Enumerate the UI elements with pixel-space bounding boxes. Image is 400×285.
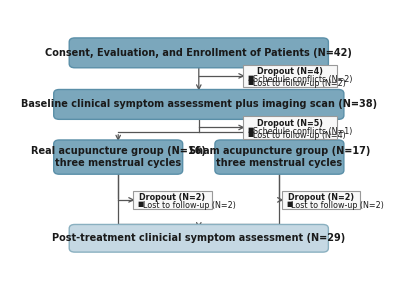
Text: Baseline clinical symptom assessment plus imaging scan (N=38): Baseline clinical symptom assessment plu… xyxy=(21,99,377,109)
Text: ■: ■ xyxy=(286,201,293,207)
Text: Dropout (N=2): Dropout (N=2) xyxy=(139,194,206,202)
Text: Real acupuncture group (N=16)
three menstrual cycles: Real acupuncture group (N=16) three mens… xyxy=(31,146,206,168)
FancyBboxPatch shape xyxy=(282,191,360,209)
FancyBboxPatch shape xyxy=(243,116,337,139)
FancyBboxPatch shape xyxy=(69,225,328,252)
Text: Lost to follow-up (N=2): Lost to follow-up (N=2) xyxy=(252,79,346,88)
Text: ■: ■ xyxy=(248,127,254,133)
FancyBboxPatch shape xyxy=(69,38,328,68)
FancyBboxPatch shape xyxy=(54,89,344,119)
Text: Lost to follow-up (N=2): Lost to follow-up (N=2) xyxy=(142,201,236,210)
Text: Dropout (N=2): Dropout (N=2) xyxy=(288,194,354,202)
Text: Schedule conflicts (N=1): Schedule conflicts (N=1) xyxy=(252,127,352,136)
Text: Lost to follow-up (N=2): Lost to follow-up (N=2) xyxy=(291,201,384,210)
Text: Consent, Evaluation, and Enrollment of Patients (N=42): Consent, Evaluation, and Enrollment of P… xyxy=(45,48,352,58)
FancyBboxPatch shape xyxy=(243,65,337,87)
Text: Lost to follow-up (N=4): Lost to follow-up (N=4) xyxy=(252,131,345,140)
Text: Post-treatment clinicial symptom assessment (N=29): Post-treatment clinicial symptom assessm… xyxy=(52,233,346,243)
Text: ■: ■ xyxy=(248,75,254,81)
FancyBboxPatch shape xyxy=(215,140,344,174)
Text: ■: ■ xyxy=(248,131,254,137)
Text: ■: ■ xyxy=(248,79,254,85)
Text: Dropout (N=5): Dropout (N=5) xyxy=(257,119,323,128)
Text: ■: ■ xyxy=(138,201,144,207)
Text: Dropout (N=4): Dropout (N=4) xyxy=(257,67,323,76)
Text: Schedule conflicts (N=2): Schedule conflicts (N=2) xyxy=(252,75,352,84)
Text: Sham acupuncture group (N=17)
three menstrual cycles: Sham acupuncture group (N=17) three mens… xyxy=(189,146,370,168)
FancyBboxPatch shape xyxy=(54,140,183,174)
FancyBboxPatch shape xyxy=(133,191,212,209)
